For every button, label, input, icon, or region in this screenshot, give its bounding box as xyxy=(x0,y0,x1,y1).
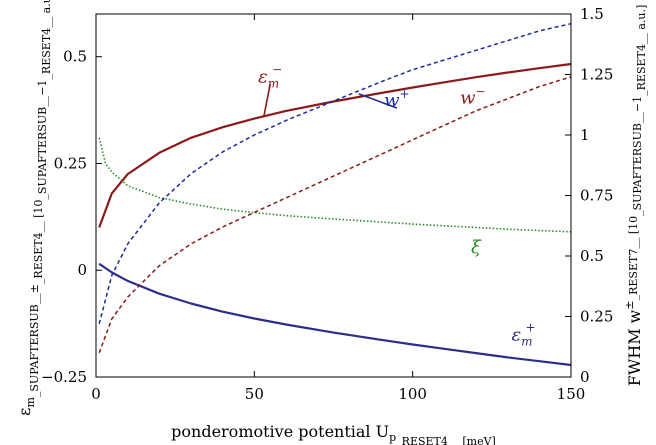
label-xi: ξ xyxy=(471,237,482,258)
series-line xyxy=(98,137,572,233)
series-line xyxy=(98,62,572,228)
series-line xyxy=(98,76,572,354)
y-axis-title-right: FWHM w±_RESET7__ [10_SUPAFTERSUB__−1_RES… xyxy=(623,5,648,387)
y-tick-label-right: 0.5 xyxy=(580,247,604,265)
y-tick-label-right: 1.5 xyxy=(580,5,604,23)
x-tick-label: 100 xyxy=(398,385,427,403)
y-tick-label-right: 1.25 xyxy=(580,66,613,84)
y-axis-title-left: εm_SUPAFTERSUB__±_RESET4__ [10_SUPAFTERS… xyxy=(15,0,53,416)
series-line xyxy=(98,22,572,324)
y-tick-label-right: 0.75 xyxy=(580,187,613,205)
label-w-plus-leader xyxy=(358,93,398,109)
y-tick-label-right: 1 xyxy=(580,126,590,144)
x-tick-label: 150 xyxy=(557,385,586,403)
series-line xyxy=(98,262,572,367)
label-eps-minus: εm− xyxy=(258,62,282,90)
y-tick-label-left: −0.25 xyxy=(41,368,87,386)
y-tick-label-left: 0.25 xyxy=(54,154,87,172)
label-w-minus: w− xyxy=(460,85,485,109)
y-tick-label-left: 0 xyxy=(77,261,87,279)
label-eps-plus: εm+ xyxy=(511,321,535,349)
label-eps-minus-leader xyxy=(263,84,271,117)
x-tick-label: 50 xyxy=(245,385,264,403)
y-tick-label-left: 0.5 xyxy=(63,48,87,66)
label-w-plus: w+ xyxy=(384,87,409,111)
y-tick-label-right: 0.25 xyxy=(580,308,613,326)
x-axis-title: ponderomotive potential Up_RESET4__ [meV… xyxy=(171,422,496,445)
y-tick-label-right: 0 xyxy=(580,368,590,386)
ticks-layer: 0 50 100 150−0.2500.250.500.250.50.7511.251… xyxy=(41,5,613,403)
x-tick-label: 0 xyxy=(91,385,101,403)
labels-layer: εm− w+ w− ξ εm+ xyxy=(258,62,535,348)
curves-layer xyxy=(98,22,572,367)
